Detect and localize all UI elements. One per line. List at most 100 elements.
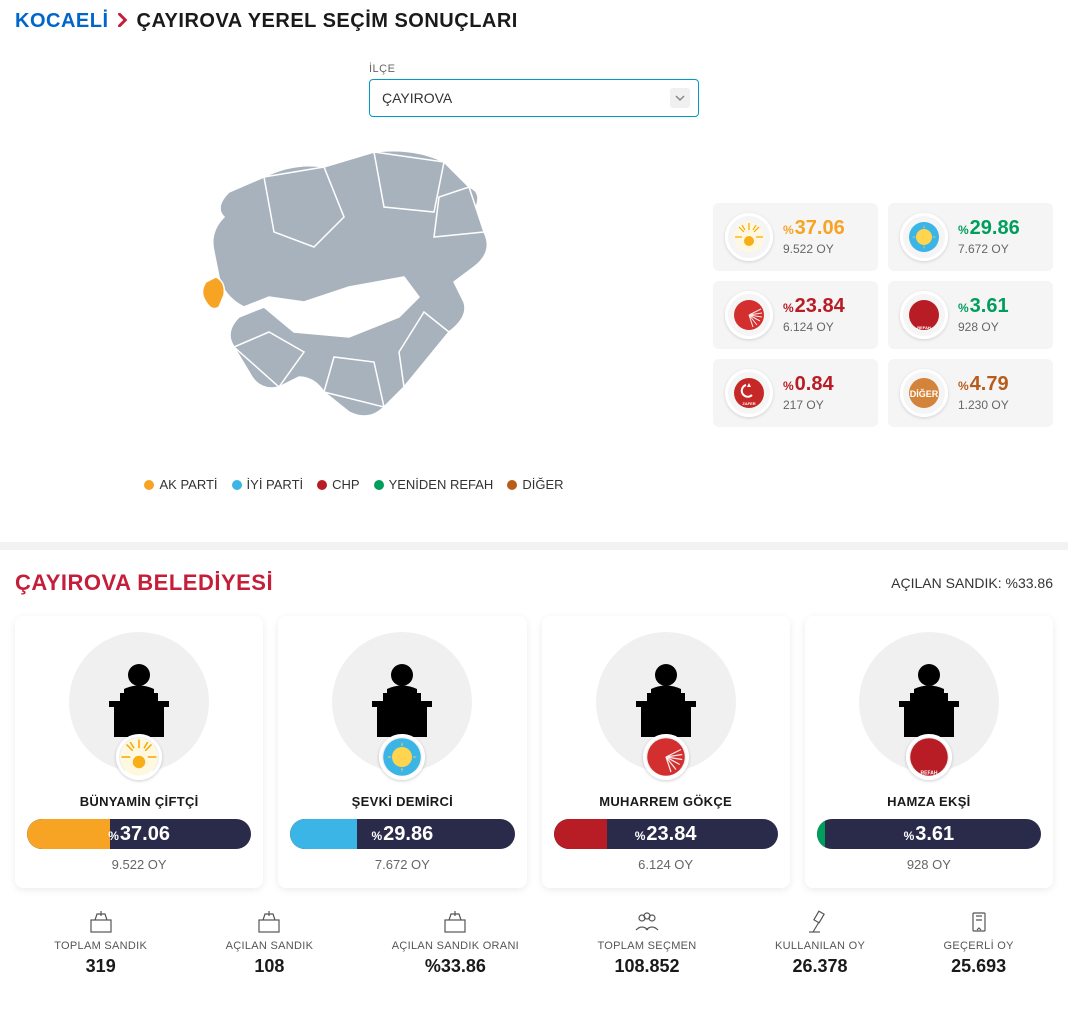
chevron-down-icon xyxy=(670,88,690,108)
party-votes: 7.672 OY xyxy=(958,242,1020,256)
party-votes: 217 OY xyxy=(783,398,834,412)
candidate-avatar: REFAH xyxy=(859,632,999,772)
party-logo-icon xyxy=(900,213,948,261)
candidate-card[interactable]: ŞEVKİ DEMİRCİ %29.86 7.672 OY xyxy=(278,616,526,888)
stat-value: %33.86 xyxy=(425,956,486,977)
stat-label: TOPLAM SANDIK xyxy=(54,940,147,952)
candidate-card[interactable]: REFAH HAMZA EKŞİ %3.61 928 OY xyxy=(805,616,1053,888)
candidate-pct: %3.61 xyxy=(904,823,955,846)
stat-icon xyxy=(87,908,115,936)
legend-dot-icon xyxy=(374,480,384,490)
stat-icon xyxy=(965,908,993,936)
party-votes: 928 OY xyxy=(958,320,1009,334)
candidate-votes: 928 OY xyxy=(907,857,951,872)
stat-label: GEÇERLİ OY xyxy=(944,940,1014,952)
party-logo-icon xyxy=(725,213,773,261)
stat-label: TOPLAM SEÇMEN xyxy=(597,940,696,952)
candidate-progress: %23.84 xyxy=(554,819,778,849)
selector-value: ÇAYIROVA xyxy=(382,90,452,106)
legend-item: CHP xyxy=(317,477,359,492)
party-pct: %4.79 xyxy=(958,373,1009,396)
party-result-card[interactable]: %37.06 9.522 OY xyxy=(713,203,878,271)
breadcrumb: KOCAELİ ÇAYIROVA YEREL SEÇİM SONUÇLARI xyxy=(15,10,1053,33)
stat-value: 108 xyxy=(254,956,284,977)
candidate-votes: 7.672 OY xyxy=(375,857,430,872)
party-pct: %29.86 xyxy=(958,217,1020,240)
stat-icon xyxy=(441,908,469,936)
candidate-card[interactable]: BÜNYAMİN ÇİFTÇİ %37.06 9.522 OY xyxy=(15,616,263,888)
candidate-pct: %37.06 xyxy=(108,823,170,846)
map-column: AK PARTİ İYİ PARTİ CHP YENİDEN REFAH DİĞER xyxy=(15,137,693,492)
selector-label: İLÇE xyxy=(369,63,699,75)
candidate-votes: 9.522 OY xyxy=(112,857,167,872)
legend-item: AK PARTİ xyxy=(144,477,217,492)
breadcrumb-parent[interactable]: KOCAELİ xyxy=(15,10,109,33)
party-logo-icon xyxy=(725,291,773,339)
district-map[interactable] xyxy=(174,137,534,447)
legend-item: İYİ PARTİ xyxy=(232,477,304,492)
legend-item: DİĞER xyxy=(507,477,563,492)
candidate-card[interactable]: MUHARREM GÖKÇE %23.84 6.124 OY xyxy=(542,616,790,888)
legend-label: İYİ PARTİ xyxy=(247,477,304,492)
candidate-progress: %3.61 xyxy=(817,819,1041,849)
section-title: ÇAYIROVA BELEDİYESİ xyxy=(15,570,273,596)
stat-icon xyxy=(633,908,661,936)
stat-value: 108.852 xyxy=(614,956,679,977)
chevron-right-icon xyxy=(117,11,129,32)
party-logo-icon: DİĞER xyxy=(900,369,948,417)
stat-value: 26.378 xyxy=(793,956,848,977)
legend-label: AK PARTİ xyxy=(159,477,217,492)
candidate-pct: %29.86 xyxy=(372,823,434,846)
legend-dot-icon xyxy=(144,480,154,490)
candidate-votes: 6.124 OY xyxy=(638,857,693,872)
stat-item: GEÇERLİ OY 25.693 xyxy=(944,908,1014,977)
candidate-avatar xyxy=(69,632,209,772)
candidate-avatar xyxy=(332,632,472,772)
candidate-progress: %29.86 xyxy=(290,819,514,849)
party-result-card[interactable]: %23.84 6.124 OY xyxy=(713,281,878,349)
party-votes: 6.124 OY xyxy=(783,320,845,334)
legend-dot-icon xyxy=(317,480,327,490)
candidate-party-badge-icon: REFAH xyxy=(906,734,952,780)
party-pct: %0.84 xyxy=(783,373,834,396)
stat-label: KULLANILAN OY xyxy=(775,940,865,952)
stat-value: 25.693 xyxy=(951,956,1006,977)
candidate-party-badge-icon xyxy=(379,734,425,780)
party-result-card[interactable]: DİĞER %4.79 1.230 OY xyxy=(888,359,1053,427)
party-pct: %3.61 xyxy=(958,295,1009,318)
legend-dot-icon xyxy=(507,480,517,490)
district-select[interactable]: ÇAYIROVA xyxy=(369,79,699,117)
election-stats: TOPLAM SANDIK 319 AÇILAN SANDIK 108 AÇIL… xyxy=(15,908,1053,977)
svg-text:REFAH: REFAH xyxy=(920,771,937,777)
party-result-card[interactable]: REFAH %3.61 928 OY xyxy=(888,281,1053,349)
page-title: ÇAYIROVA YEREL SEÇİM SONUÇLARI xyxy=(137,10,518,33)
legend-item: YENİDEN REFAH xyxy=(374,477,494,492)
candidate-progress: %37.06 xyxy=(27,819,251,849)
opened-boxes-label: AÇILAN SANDIK: %33.86 xyxy=(891,575,1053,591)
stat-icon xyxy=(255,908,283,936)
svg-text:DİĞER: DİĞER xyxy=(910,388,939,399)
party-results: %37.06 9.522 OY %29.86 7.672 OY %23.84 6… xyxy=(713,203,1053,427)
stat-item: KULLANILAN OY 26.378 xyxy=(775,908,865,977)
legend-dot-icon xyxy=(232,480,242,490)
party-logo-icon: ZAFER xyxy=(725,369,773,417)
stat-label: AÇILAN SANDIK ORANI xyxy=(392,940,519,952)
stat-label: AÇILAN SANDIK xyxy=(226,940,314,952)
stat-value: 319 xyxy=(86,956,116,977)
legend-label: YENİDEN REFAH xyxy=(389,477,494,492)
party-pct: %23.84 xyxy=(783,295,845,318)
party-result-card[interactable]: ZAFER %0.84 217 OY xyxy=(713,359,878,427)
party-result-card[interactable]: %29.86 7.672 OY xyxy=(888,203,1053,271)
stat-item: TOPLAM SANDIK 319 xyxy=(54,908,147,977)
candidate-pct: %23.84 xyxy=(635,823,697,846)
stat-item: AÇILAN SANDIK ORANI %33.86 xyxy=(392,908,519,977)
svg-text:REFAH: REFAH xyxy=(917,325,931,330)
district-selector-wrap: İLÇE ÇAYIROVA xyxy=(15,63,1053,117)
party-votes: 9.522 OY xyxy=(783,242,845,256)
candidate-cards: BÜNYAMİN ÇİFTÇİ %37.06 9.522 OY ŞEVKİ DE… xyxy=(15,616,1053,888)
party-votes: 1.230 OY xyxy=(958,398,1009,412)
candidate-party-badge-icon xyxy=(116,734,162,780)
map-legend: AK PARTİ İYİ PARTİ CHP YENİDEN REFAH DİĞER xyxy=(144,477,563,492)
candidate-party-badge-icon xyxy=(643,734,689,780)
party-logo-icon: REFAH xyxy=(900,291,948,339)
